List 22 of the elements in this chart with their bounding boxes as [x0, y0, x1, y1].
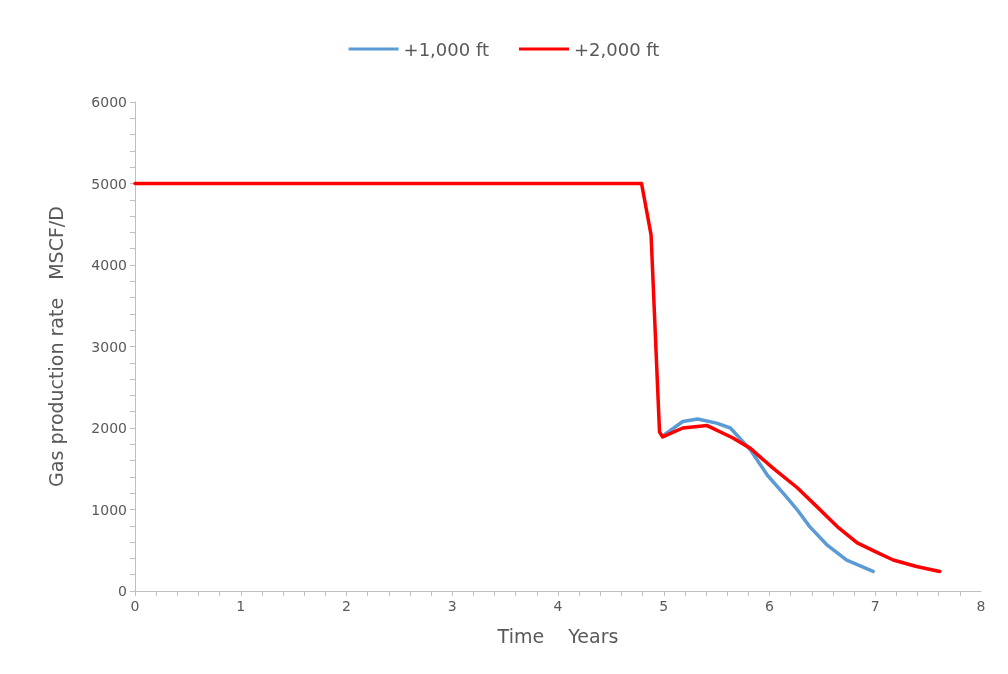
y-tick-label: 0: [118, 583, 127, 599]
x-tick-label: 8: [976, 598, 986, 614]
x-tick-label: 7: [870, 598, 880, 614]
line-series: [663, 417, 875, 574]
y-tick-label: 1000: [91, 501, 127, 518]
y-tick-label: 5000: [91, 175, 127, 192]
x-tick-label: 6: [765, 598, 775, 614]
line-series: [133, 181, 942, 574]
legend-label: +1,000 ft: [403, 38, 490, 60]
y-axis-title: Gas production rate MSCF/D: [44, 206, 67, 487]
y-tick-label: 4000: [91, 257, 127, 273]
y-tick-label: 6000: [91, 94, 127, 110]
y-tick-label: 2000: [91, 420, 127, 436]
legend-label: +2,000 ft: [574, 38, 660, 60]
x-tick-label: 3: [447, 598, 457, 614]
y-tick-label: 3000: [91, 338, 127, 355]
x-axis-title: Time Years: [496, 624, 619, 647]
x-tick-label: 4: [553, 598, 563, 614]
x-tick-label: 2: [342, 598, 351, 614]
x-tick-label: 1: [236, 598, 246, 614]
x-tick-label: 0: [130, 598, 140, 614]
x-tick-label: 5: [659, 598, 669, 614]
